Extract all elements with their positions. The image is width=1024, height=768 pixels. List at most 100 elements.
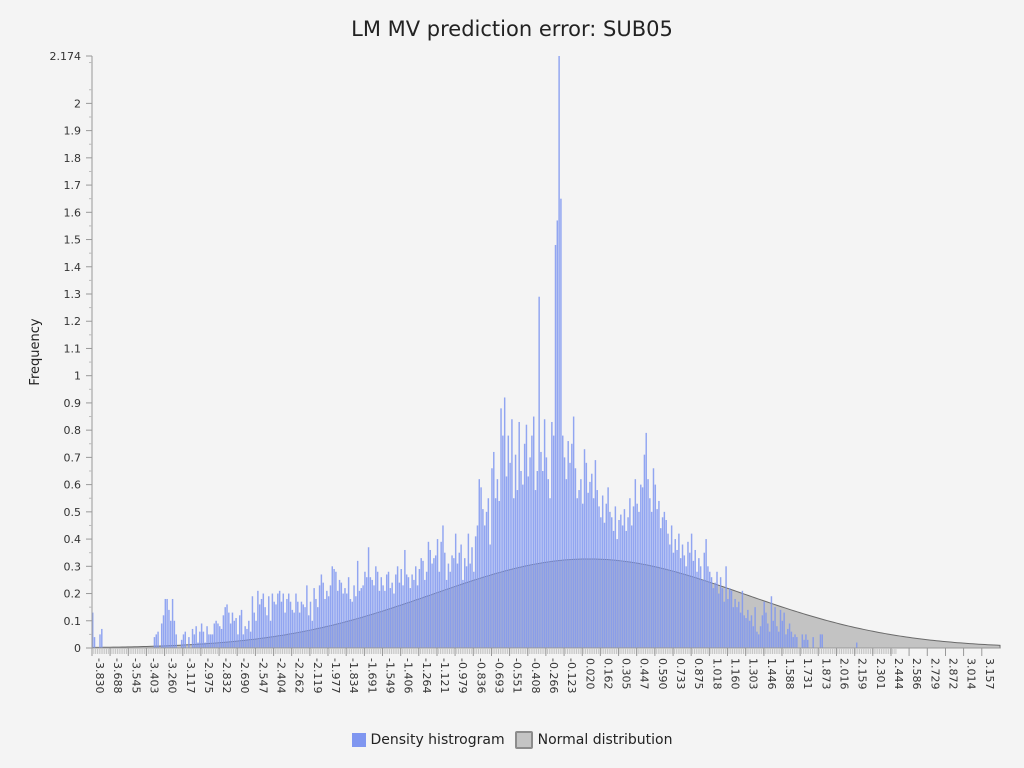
histogram-bar	[727, 598, 729, 648]
histogram-bar	[340, 582, 343, 648]
histogram-bar	[745, 618, 747, 648]
histogram-bar	[355, 596, 357, 648]
histogram-bar	[467, 533, 470, 648]
histogram-bar	[400, 569, 402, 648]
histogram-bar	[367, 547, 370, 648]
y-tick-label: 0.5	[64, 506, 82, 519]
histogram-bar	[520, 471, 522, 648]
legend-swatch-normal	[514, 731, 533, 749]
histogram-bar	[776, 626, 778, 648]
x-tick-label: 0.020	[583, 658, 596, 690]
histogram-bar	[382, 585, 384, 648]
histogram-bar	[193, 634, 196, 648]
histogram-bar	[694, 549, 696, 648]
histogram-bar	[511, 419, 513, 648]
x-tick-label: -2.262	[293, 658, 306, 693]
histogram-bar	[805, 634, 807, 648]
y-tick-label: 1.2	[64, 315, 82, 328]
histogram-bar	[206, 626, 208, 648]
histogram-bar	[632, 506, 635, 648]
histogram-bar	[442, 525, 444, 648]
histogram-bar	[634, 479, 637, 648]
histogram-bar	[645, 432, 647, 648]
histogram-bar	[578, 490, 580, 648]
histogram-bar	[93, 637, 96, 648]
histogram-bar	[598, 506, 600, 648]
histogram-bar	[200, 623, 203, 648]
histogram-bar	[665, 520, 667, 648]
histogram-bar	[336, 590, 339, 648]
y-tick-label: 1.8	[64, 152, 82, 165]
histogram-bar	[284, 612, 286, 648]
histogram-bar	[542, 471, 544, 648]
histogram-bar	[556, 220, 559, 648]
histogram-bar	[464, 558, 466, 648]
histogram-bar	[765, 612, 767, 648]
histogram-bar	[551, 421, 553, 648]
histogram-bar	[663, 511, 666, 648]
histogram-bar	[473, 571, 475, 648]
histogram-bar	[471, 547, 473, 648]
histogram-bar	[291, 609, 294, 648]
histogram-bar	[228, 612, 230, 648]
histogram-bar	[424, 579, 426, 648]
histogram-bar	[315, 598, 317, 648]
histogram-bar	[235, 618, 237, 648]
y-tick-label: 1.5	[64, 234, 82, 247]
histogram-bar	[523, 443, 526, 648]
histogram-bar	[318, 585, 321, 648]
histogram-bar	[821, 634, 823, 648]
histogram-bar	[643, 454, 646, 648]
histogram-bar	[611, 517, 613, 648]
histogram-bar	[591, 473, 593, 648]
histogram-bar	[630, 525, 633, 648]
x-tick-label: 1.588	[783, 658, 796, 690]
histogram-bar	[743, 615, 745, 648]
histogram-bar	[482, 509, 484, 648]
histogram-bar	[785, 634, 787, 648]
histogram-bar	[748, 620, 751, 648]
histogram-bar	[422, 560, 424, 648]
histogram-bar	[536, 471, 539, 648]
x-tick-label: 2.444	[892, 658, 905, 690]
histogram-bar	[275, 604, 277, 648]
histogram-bar	[819, 634, 822, 648]
x-tick-label: -0.551	[511, 658, 524, 693]
histogram-bar	[184, 631, 187, 648]
histogram-bar	[191, 628, 194, 648]
y-tick-label: 1	[74, 370, 81, 383]
histogram-bar	[656, 509, 658, 648]
histogram-bar	[385, 574, 388, 648]
histogram-bar	[231, 612, 234, 648]
histogram-bar	[552, 435, 555, 648]
histogram-bar	[732, 607, 735, 648]
histogram-bar	[396, 566, 399, 648]
x-tick-label: -3.260	[166, 658, 179, 693]
histogram-bar	[431, 563, 433, 648]
histogram-bar	[229, 623, 232, 648]
histogram-bar	[219, 626, 221, 648]
histogram-bar	[313, 588, 315, 648]
histogram-bar	[171, 598, 174, 648]
histogram-bar	[525, 424, 528, 648]
histogram-bar	[494, 498, 497, 648]
legend-item-histogram[interactable]: Density histrogram	[351, 732, 505, 748]
histogram-bar	[411, 574, 413, 648]
histogram-bar	[605, 503, 608, 648]
histogram-bar	[402, 585, 404, 648]
histogram-bar	[157, 631, 159, 648]
histogram-bar	[571, 443, 573, 648]
histogram-bar	[389, 588, 392, 648]
histogram-bar	[756, 631, 758, 648]
histogram-bar	[783, 612, 785, 648]
histogram-bar	[730, 590, 733, 648]
histogram-bar	[712, 588, 715, 648]
histogram-bar	[286, 598, 288, 648]
histogram-bar	[293, 612, 295, 648]
legend-swatch-histogram	[351, 733, 366, 747]
histogram-bar	[253, 612, 255, 648]
histogram-bar	[215, 620, 217, 648]
y-tick-label: 0.3	[64, 560, 82, 573]
legend-item-normal[interactable]: Normal distribution	[514, 731, 672, 749]
histogram-bar	[567, 441, 569, 648]
